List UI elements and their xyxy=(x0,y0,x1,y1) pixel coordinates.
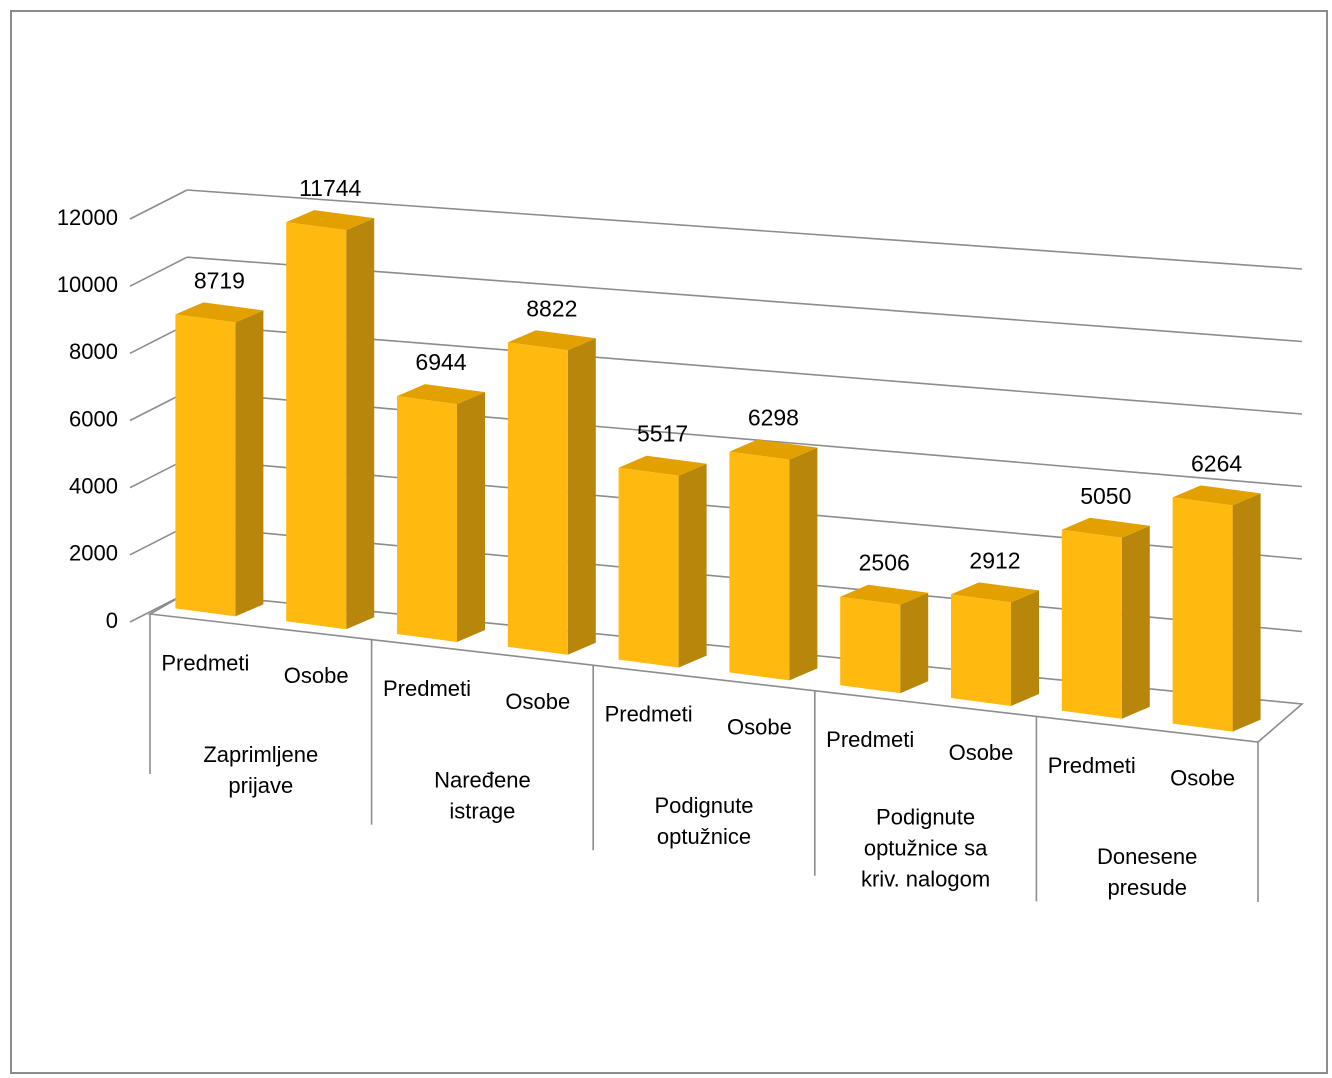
bar-top xyxy=(618,455,707,476)
data-label: 11744 xyxy=(299,175,361,201)
data-label: 2506 xyxy=(859,550,910,576)
bar xyxy=(1172,485,1261,732)
bar-side xyxy=(678,463,707,668)
y-tick-label: 0 xyxy=(106,608,118,633)
y-tick-label: 10000 xyxy=(57,272,118,297)
bar xyxy=(840,584,929,694)
bar xyxy=(397,384,485,642)
category-group-label: Donesene presude xyxy=(1097,844,1197,900)
bar-top xyxy=(729,439,818,460)
bar-side xyxy=(567,338,596,655)
sub-category-label: Predmeti xyxy=(383,676,471,701)
sub-category-label: Predmeti xyxy=(1048,753,1136,778)
x-axis: Zaprimljene prijave Predmeti Osobe Naređene i… xyxy=(149,614,1259,902)
sub-category-label: Osobe xyxy=(505,689,570,714)
bar xyxy=(175,302,264,617)
bar-front xyxy=(729,451,790,681)
data-label: 6264 xyxy=(1191,450,1242,476)
bar xyxy=(951,582,1039,706)
bar-side xyxy=(235,310,264,617)
data-label: 8719 xyxy=(194,267,245,293)
sub-category-label: Osobe xyxy=(284,663,349,688)
bar xyxy=(729,439,818,681)
data-label: 5517 xyxy=(637,421,688,447)
bar-front xyxy=(175,314,236,617)
bar-side xyxy=(900,592,929,694)
bar xyxy=(507,330,596,655)
y-tick-label: 8000 xyxy=(69,339,118,364)
bar-top xyxy=(397,384,485,405)
bar-side xyxy=(457,392,485,642)
bar-side xyxy=(1011,590,1039,706)
data-label: 6298 xyxy=(748,405,799,431)
bar-top xyxy=(286,210,375,231)
bar xyxy=(286,210,375,630)
y-tick-label: 6000 xyxy=(69,406,118,431)
category-group-label: Naređene istrage xyxy=(434,767,531,823)
sub-category-label: Osobe xyxy=(727,714,792,739)
bar-front xyxy=(1172,497,1233,732)
bar-top xyxy=(951,582,1039,603)
y-tick-label: 2000 xyxy=(69,541,118,566)
data-labels: 8719 11744 6944 8822 5517 6298 2506 2912 5050 626… xyxy=(194,175,1243,576)
y-tick-connector xyxy=(129,256,188,287)
sub-category-label: Predmeti xyxy=(161,650,249,675)
bar-side xyxy=(346,218,375,630)
bar-front xyxy=(1061,529,1122,719)
bar-side xyxy=(1121,525,1150,719)
bar xyxy=(618,455,707,668)
bar-side xyxy=(789,447,818,681)
bars xyxy=(175,210,1261,732)
y-tick-label: 12000 xyxy=(57,205,118,230)
bar-top xyxy=(840,584,929,605)
sub-category-label: Osobe xyxy=(949,740,1014,765)
bar-front xyxy=(507,342,568,655)
y-tick-label: 4000 xyxy=(69,473,118,498)
sub-category-label: Predmeti xyxy=(605,702,693,727)
bar-front xyxy=(397,396,457,642)
bar-side xyxy=(1232,493,1261,732)
y-axis: 0 2000 4000 6000 8000 10000 12000 xyxy=(57,205,118,633)
data-label: 2912 xyxy=(969,547,1020,573)
category-group-label: Zaprimljene prijave xyxy=(203,742,318,798)
data-label: 5050 xyxy=(1080,483,1131,509)
sub-category-label: Osobe xyxy=(1170,766,1235,791)
sub-category-label: Predmeti xyxy=(826,727,914,752)
bar-top xyxy=(1061,517,1150,538)
data-label: 6944 xyxy=(415,349,466,375)
bar-front xyxy=(286,222,347,630)
bar-top xyxy=(175,302,264,323)
data-label: 8822 xyxy=(526,295,577,321)
bar xyxy=(1061,517,1150,719)
category-group-label: Podignute optužnice xyxy=(654,793,753,849)
bar-top xyxy=(507,330,596,351)
category-group-label: Podignute optužnice sa kriv. nalogom xyxy=(861,805,990,892)
gridline xyxy=(186,189,1303,270)
y-tick-connector xyxy=(129,189,188,220)
bar-front xyxy=(951,594,1011,706)
bar-top xyxy=(1172,485,1261,506)
bar-front xyxy=(840,596,901,694)
bar-front xyxy=(618,467,679,668)
